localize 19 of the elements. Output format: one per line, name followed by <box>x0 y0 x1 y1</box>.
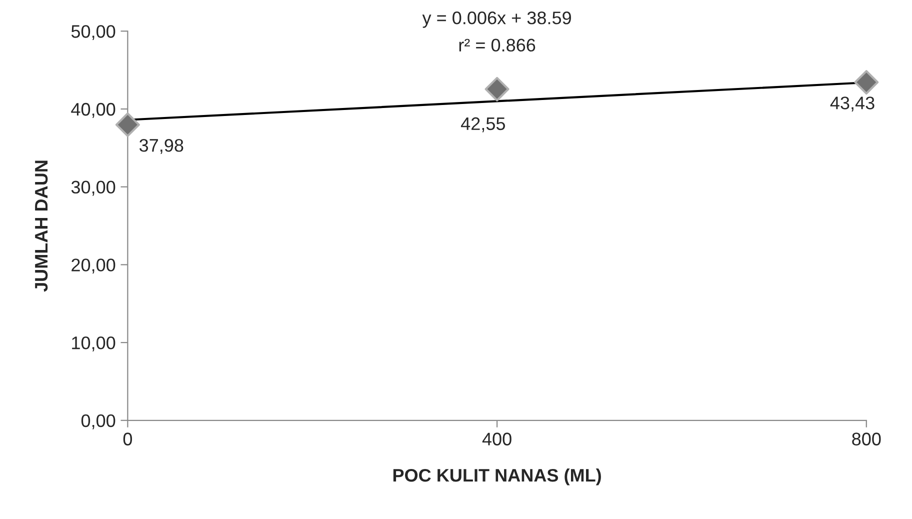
y-axis-title: JUMLAH DAUN <box>35 160 48 292</box>
point <box>115 112 140 137</box>
x-axis-title: POC KULIT NANAS (ML) <box>393 468 601 486</box>
text: y = 0.006x + 38.59 <box>422 12 571 28</box>
annotation: r² = 0.866 <box>459 38 536 52</box>
y-tick-label: 20,00 <box>72 258 116 274</box>
x-tick-label: 400 <box>482 432 512 446</box>
point <box>854 70 879 95</box>
x-tick-label: 800 <box>852 432 881 446</box>
data-label: 42,55 <box>460 117 505 132</box>
y-tick-label: 30,00 <box>71 180 116 196</box>
x-tick-label: 0 <box>123 432 132 446</box>
point <box>484 76 510 102</box>
y-tick-label: 50,00 <box>71 25 116 40</box>
data-label: 37,98 <box>139 139 184 154</box>
data-label: 43,43 <box>830 96 874 112</box>
y-tick-label: 0,00 <box>81 414 116 430</box>
y-tick-label: 10,00 <box>72 336 116 352</box>
y-tick-label: 40,00 <box>71 102 116 118</box>
